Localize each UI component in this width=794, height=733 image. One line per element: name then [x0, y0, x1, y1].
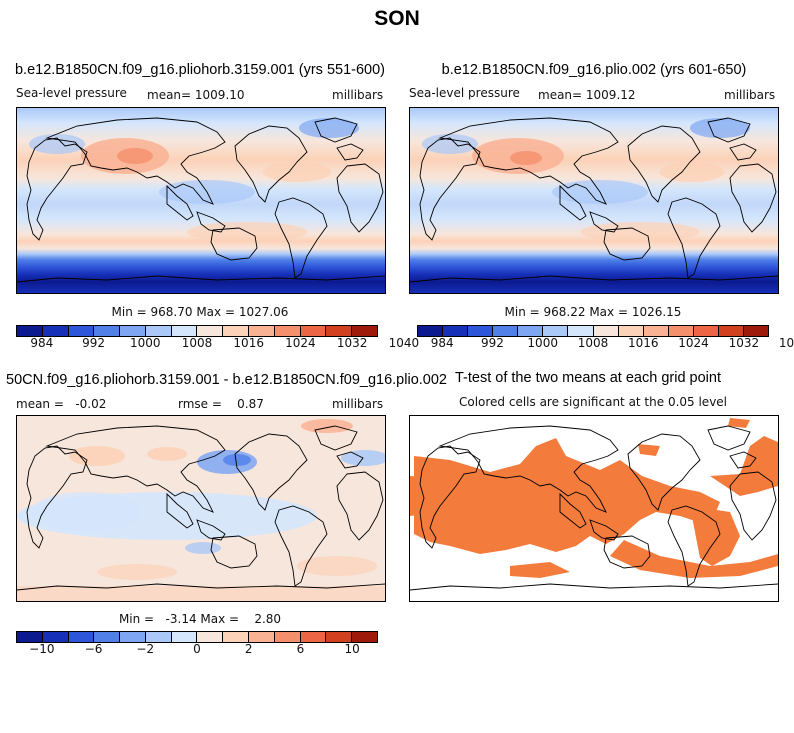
colorbar-tick-label: −10: [29, 642, 55, 656]
panel2-center-label: mean= 1009.12: [538, 88, 636, 102]
colorbar-swatch: [41, 632, 68, 642]
colorbar-swatch: [299, 632, 326, 642]
colorbar-swatch: [542, 326, 568, 336]
colorbar-swatch: [222, 326, 249, 336]
colorbar-swatch: [692, 326, 718, 336]
colorbar-swatch: [93, 326, 120, 336]
panel2-map-svg: [410, 108, 778, 293]
panel4-map-svg: [410, 416, 778, 601]
colorbar-swatch: [67, 632, 94, 642]
colorbar-tick-label: 1032: [336, 336, 368, 350]
panel1-map: [16, 107, 386, 294]
colorbar-swatch: [119, 632, 145, 642]
panel3-stats: Min = -3.14 Max = 2.80: [118, 612, 282, 626]
colorbar-swatch: [517, 326, 543, 336]
panel2-left-label: Sea-level pressure: [409, 86, 520, 100]
panel2-colorbar-ticks: 984 992 1000 1008 1016 1024 1032 1040: [417, 335, 794, 351]
colorbar-swatch: [273, 632, 300, 642]
colorbar-tick-label: 1008: [181, 336, 213, 350]
colorbar-swatch: [196, 632, 223, 642]
colorbar-swatch: [144, 632, 171, 642]
panel1-colorbar: [16, 325, 378, 337]
colorbar-swatch: [93, 632, 120, 642]
colorbar-tick-label: 1016: [233, 336, 264, 350]
panel2-title: b.e12.B1850CN.f09_g16.plio.002 (yrs 601-…: [441, 62, 747, 78]
panel3-map: [16, 415, 386, 602]
colorbar-swatch: [442, 326, 468, 336]
colorbar-swatch: [41, 326, 68, 336]
panel2-right-label: millibars: [724, 88, 776, 102]
panel3-left-label: mean = -0.02: [16, 397, 107, 411]
colorbar-swatch: [273, 326, 300, 336]
colorbar-tick-label: 984: [30, 336, 54, 350]
colorbar-swatch: [351, 632, 377, 642]
panel3-title: 50CN.f09_g16.pliohorb.3159.001 - b.e12.B…: [6, 372, 447, 388]
colorbar-tick-label: 2: [244, 642, 253, 656]
panel3-map-svg: [17, 416, 385, 601]
colorbar-swatch: [67, 326, 94, 336]
colorbar-swatch: [170, 632, 197, 642]
colorbar-swatch: [617, 326, 643, 336]
colorbar-tick-label: −6: [84, 642, 103, 656]
colorbar-swatch: [642, 326, 668, 336]
colorbar-swatch: [144, 326, 171, 336]
colorbar-swatch: [418, 326, 443, 336]
panel1-colorbar-ticks: 984 992 1000 1008 1016 1024 1032 1040: [16, 335, 419, 351]
colorbar-tick-label: 1008: [577, 336, 609, 350]
colorbar-swatch: [325, 326, 352, 336]
panel1-right-label: millibars: [332, 88, 384, 102]
colorbar-tick-label: 984: [430, 336, 454, 350]
colorbar-swatch: [567, 326, 593, 336]
panel3-colorbar: [16, 631, 378, 643]
colorbar-swatch: [299, 326, 326, 336]
colorbar-swatch: [351, 326, 377, 336]
colorbar-swatch: [467, 326, 493, 336]
colorbar-tick-label: 1024: [678, 336, 709, 350]
colorbar-swatch: [592, 326, 618, 336]
colorbar-tick-label: 1016: [628, 336, 659, 350]
panel1-title: b.e12.B1850CN.f09_g16.pliohorb.3159.001 …: [14, 62, 385, 78]
panel2-stats: Min = 968.22 Max = 1026.15: [504, 305, 682, 319]
colorbar-tick-label: 10: [344, 642, 360, 656]
colorbar-tick-label: 992: [480, 336, 504, 350]
colorbar-swatch: [248, 326, 274, 336]
colorbar-swatch: [17, 326, 42, 336]
panel4-title: T-test of the two means at each grid poi…: [455, 370, 721, 386]
colorbar-tick-label: 6: [296, 642, 305, 656]
colorbar-tick-label: 1000: [527, 336, 558, 350]
colorbar-swatch: [17, 632, 42, 642]
panel2-colorbar: [417, 325, 769, 337]
colorbar-swatch: [119, 326, 145, 336]
colorbar-swatch: [492, 326, 518, 336]
panel2-map: [409, 107, 779, 294]
panel3-colorbar-ticks: −10 −6 −2 0 2 6 10: [16, 641, 378, 657]
panel4-subtitle: Colored cells are significant at the 0.0…: [458, 395, 728, 409]
panel1-center-label: mean= 1009.10: [147, 88, 245, 102]
colorbar-swatch: [170, 326, 197, 336]
panel1-stats: Min = 968.70 Max = 1027.06: [111, 305, 289, 319]
colorbar-tick-label: 1024: [285, 336, 316, 350]
colorbar-tick-label: 1000: [130, 336, 161, 350]
panel1-left-label: Sea-level pressure: [16, 86, 127, 100]
figure-title: SON: [374, 7, 420, 30]
colorbar-swatch: [248, 632, 274, 642]
colorbar-tick-label: −2: [136, 642, 155, 656]
panel4-map: [409, 415, 779, 602]
panel1-map-svg: [17, 108, 385, 293]
colorbar-swatch: [222, 632, 249, 642]
colorbar-tick-label: 0: [193, 642, 201, 656]
colorbar-tick-label: 1032: [728, 336, 760, 350]
colorbar-swatch: [667, 326, 693, 336]
panel3-center-label: rmse = 0.87: [178, 397, 264, 411]
colorbar-swatch: [717, 326, 744, 336]
colorbar-swatch: [325, 632, 352, 642]
significance-regions: [410, 418, 778, 578]
colorbar-tick-label: 1040: [388, 336, 420, 350]
colorbar-swatch: [196, 326, 223, 336]
colorbar-tick-label: 1040: [778, 336, 794, 350]
colorbar-swatch: [743, 326, 769, 336]
panel3-right-label: millibars: [332, 397, 384, 411]
colorbar-tick-label: 992: [82, 336, 106, 350]
